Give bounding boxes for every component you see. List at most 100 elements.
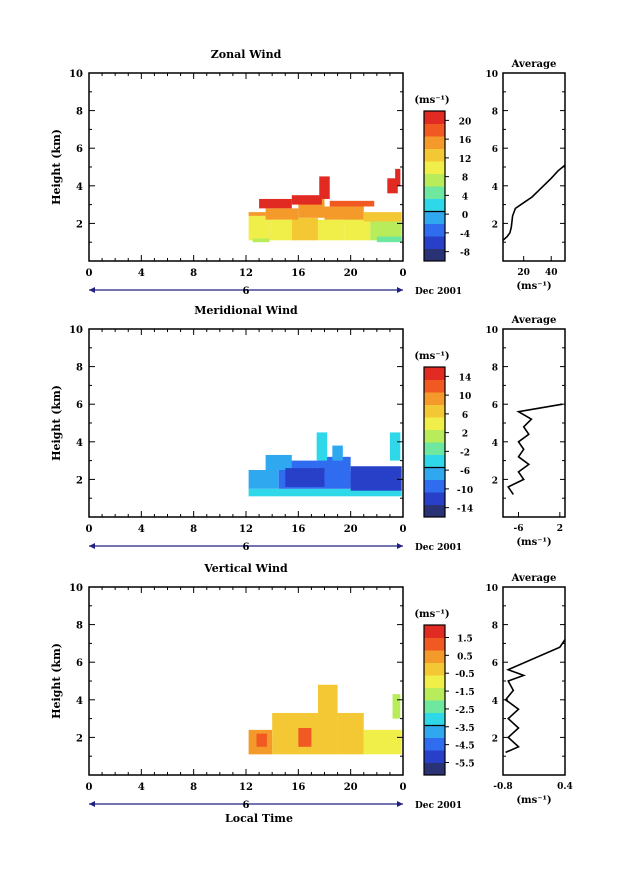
heatmap-cell [265, 454, 292, 470]
heatmap-cell [256, 733, 267, 747]
heatmap-cell [350, 471, 384, 487]
colorbar-swatch [424, 712, 445, 726]
profile-y-tick-label: 2 [492, 220, 498, 230]
heatmap-cell [363, 729, 402, 755]
date-day-label: 6 [243, 800, 250, 811]
y-tick-label: 10 [69, 583, 83, 594]
date-label: Dec 2001 [415, 287, 462, 297]
colorbar-tick-label: 0 [462, 211, 468, 221]
y-tick-label: 8 [76, 107, 83, 118]
date-bar-cap [89, 287, 95, 293]
colorbar-swatch [424, 111, 445, 124]
heatmap-cell [248, 470, 279, 489]
heatmap-cell [248, 488, 402, 497]
colorbar-swatch [424, 186, 445, 199]
date-day-label: 6 [243, 286, 250, 297]
chart-title: Meridional Wind [194, 304, 298, 317]
x-tick-label: 16 [291, 782, 305, 793]
colorbar-swatch [424, 700, 445, 713]
profile-x-tick-label: 0.4 [557, 782, 573, 792]
profile-x-tick-label: -0.8 [493, 782, 512, 792]
x-tick-label: 8 [190, 782, 197, 793]
colorbar-swatch [424, 762, 445, 776]
x-tick-label: 0 [86, 782, 93, 793]
average-title: Average [511, 315, 557, 326]
profile-y-tick-label: 8 [492, 108, 498, 118]
colorbar-swatch [424, 148, 445, 162]
colorbar-swatch [424, 123, 445, 137]
heatmap-cell [329, 200, 375, 207]
heatmap-cell [395, 168, 401, 186]
x-tick-label: 12 [239, 268, 253, 279]
x-tick-label: 0 [400, 782, 407, 793]
colorbar-swatch [424, 392, 445, 405]
colorbar-swatch [424, 161, 445, 174]
y-axis-label: Height (km) [50, 385, 63, 461]
colorbar-swatch [424, 467, 445, 480]
colorbar-tick-label: 6 [462, 411, 468, 421]
x-tick-label: 20 [344, 524, 358, 535]
colorbar-unit: (ms⁻¹) [414, 609, 449, 620]
colorbar-tick-label: 8 [462, 174, 468, 184]
date-bar-cap [397, 801, 403, 807]
profile-y-tick-label: 4 [492, 439, 498, 449]
colorbar-tick-label: -2 [460, 448, 470, 458]
profile-x-label: (ms⁻¹) [516, 537, 551, 548]
colorbar-tick-label: -4.5 [455, 742, 474, 752]
colorbar-tick-label: -8 [460, 249, 470, 259]
colorbar-swatch [424, 725, 445, 738]
y-tick-label: 2 [76, 219, 83, 230]
x-axis-label: Local Time [225, 812, 293, 825]
colorbar-tick-label: 12 [459, 155, 472, 165]
y-axis-label: Height (km) [50, 643, 63, 719]
heatmap-cell [259, 198, 292, 209]
profile-line [507, 403, 563, 495]
x-tick-label: 8 [190, 268, 197, 279]
colorbar-swatch [424, 429, 445, 443]
colorbar-swatch [424, 625, 445, 638]
colorbar-swatch [424, 650, 445, 663]
chart-title: Vertical Wind [203, 562, 288, 575]
date-day-label: 6 [243, 542, 250, 553]
heatmap-cell [332, 445, 343, 461]
date-label: Dec 2001 [415, 801, 462, 811]
profile-line [504, 639, 566, 754]
x-tick-label: 4 [138, 524, 145, 535]
x-tick-label: 16 [291, 524, 305, 535]
profile-x-tick-label: 40 [545, 268, 558, 278]
x-tick-label: 0 [86, 268, 93, 279]
y-tick-label: 4 [76, 438, 83, 449]
colorbar-tick-label: -14 [457, 505, 473, 515]
heatmap-cell [376, 236, 402, 243]
x-tick-label: 0 [86, 524, 93, 535]
colorbar-swatch [424, 248, 445, 262]
colorbar-swatch [424, 504, 445, 518]
x-tick-label: 16 [291, 268, 305, 279]
profile-y-tick-label: 6 [492, 659, 498, 669]
colorbar-tick-label: -6 [460, 467, 470, 477]
profile-x-tick-label: -6 [514, 524, 524, 534]
profile-y-tick-label: 4 [492, 183, 498, 193]
heatmap-cell [252, 238, 270, 243]
colorbar-swatch [424, 662, 445, 676]
heatmap-cell [317, 684, 338, 755]
y-tick-label: 6 [76, 658, 83, 669]
colorbar-swatch [424, 223, 445, 237]
colorbar-tick-label: 16 [459, 136, 472, 146]
profile-y-tick-label: 10 [485, 70, 498, 80]
profile-y-tick-label: 2 [492, 476, 498, 486]
y-tick-label: 10 [69, 69, 83, 80]
date-bar-cap [89, 801, 95, 807]
heatmap-cell [291, 195, 322, 205]
x-tick-label: 12 [239, 782, 253, 793]
colorbar-swatch [424, 198, 445, 212]
profile-y-tick-label: 10 [485, 584, 498, 594]
colorbar-swatch [424, 737, 445, 751]
profile-x-tick-label: 2 [557, 524, 563, 534]
heatmap-cell [248, 215, 271, 241]
profile-x-label: (ms⁻¹) [516, 281, 551, 292]
colorbar-swatch [424, 750, 445, 763]
heatmap-cell [387, 178, 398, 194]
